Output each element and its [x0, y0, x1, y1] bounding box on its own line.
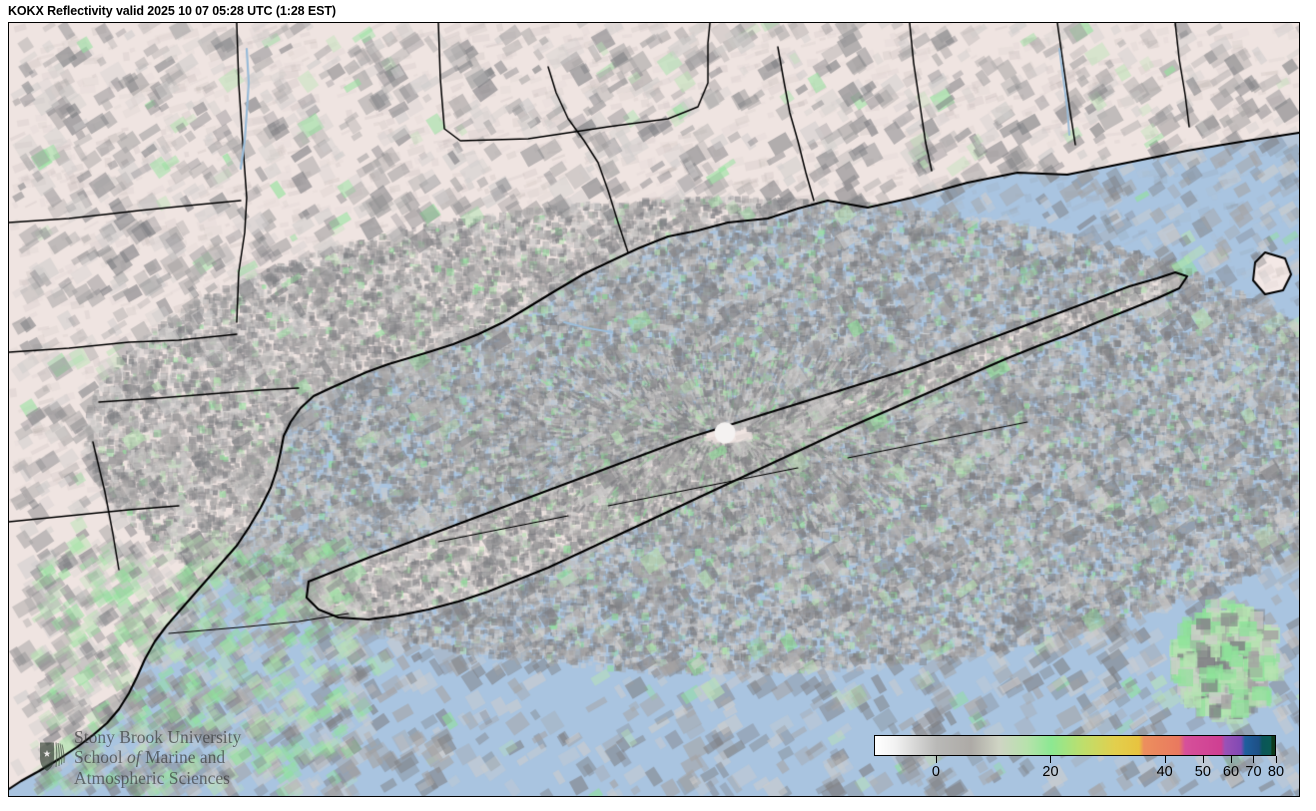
radar-map-canvas[interactable] [9, 23, 1299, 796]
colorbar-tick [935, 756, 937, 763]
colorbar-tick-label: 50 [1194, 764, 1211, 780]
colorbar-gradient [874, 735, 1276, 756]
colorbar-tick [1050, 756, 1052, 763]
colorbar-tick [1202, 756, 1204, 763]
colorbar-tick-label: 70 [1245, 764, 1262, 780]
colorbar-tick [1253, 756, 1255, 763]
title-bar: KOKX Reflectivity valid 2025 10 07 05:28… [0, 0, 1316, 22]
colorbar-ticks: 0 20 40 50 60 70 80 [874, 756, 1284, 786]
colorbar-legend: 0 20 40 50 60 70 80 [874, 735, 1286, 787]
colorbar-tick-label: 60 [1222, 764, 1240, 780]
radar-map[interactable]: Stony Brook University School of Marine … [8, 22, 1300, 797]
colorbar-tick-label: 80 [1267, 764, 1285, 780]
colorbar-tick-label: 0 [931, 764, 940, 780]
colorbar-tick [1276, 756, 1277, 763]
colorbar-tick-label: 40 [1156, 764, 1173, 780]
colorbar-tick-label: 20 [1042, 764, 1059, 780]
colorbar-tick [1164, 756, 1166, 763]
colorbar-tick [1230, 756, 1232, 763]
page-title: KOKX Reflectivity valid 2025 10 07 05:28… [8, 4, 336, 18]
